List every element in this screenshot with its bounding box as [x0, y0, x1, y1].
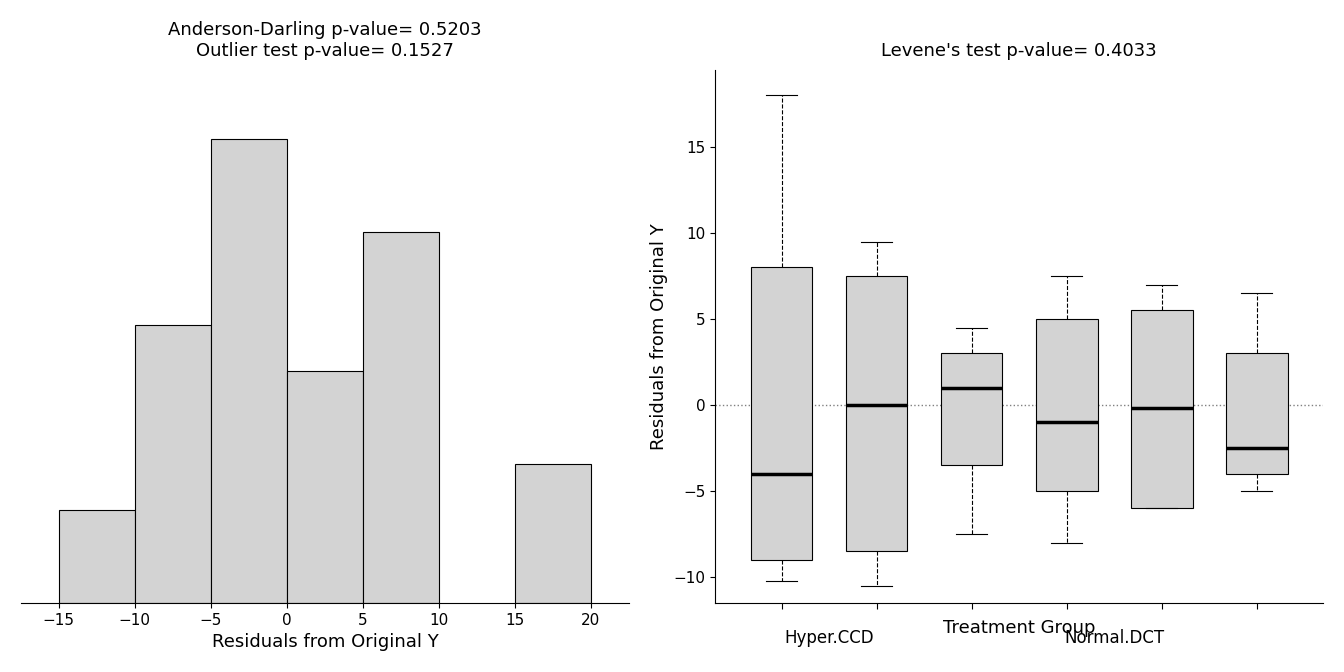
- Bar: [286, 371, 363, 603]
- Title: Levene's test p-value= 0.4033: Levene's test p-value= 0.4033: [882, 42, 1157, 60]
- Title: Anderson-Darling p-value= 0.5203
Outlier test p-value= 0.1527: Anderson-Darling p-value= 0.5203 Outlier…: [168, 21, 481, 60]
- Text: Hyper.CCD: Hyper.CCD: [785, 629, 874, 646]
- X-axis label: Treatment Group: Treatment Group: [943, 619, 1095, 637]
- PathPatch shape: [1130, 310, 1192, 508]
- PathPatch shape: [1036, 319, 1098, 491]
- Bar: [363, 232, 439, 603]
- Bar: [59, 510, 134, 603]
- PathPatch shape: [1226, 353, 1288, 474]
- Y-axis label: Residuals from Original Y: Residuals from Original Y: [649, 223, 668, 450]
- PathPatch shape: [941, 353, 1003, 465]
- Bar: [134, 325, 211, 603]
- Text: Normal.DCT: Normal.DCT: [1064, 629, 1164, 646]
- PathPatch shape: [845, 276, 907, 551]
- PathPatch shape: [751, 267, 813, 560]
- X-axis label: Residuals from Original Y: Residuals from Original Y: [211, 633, 438, 651]
- Bar: [515, 464, 591, 603]
- Bar: [211, 139, 286, 603]
